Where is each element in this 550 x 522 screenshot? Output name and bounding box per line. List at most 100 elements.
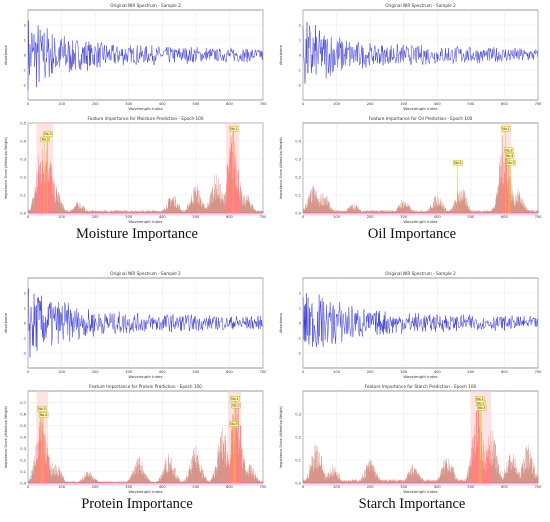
starch-spectrum-chart: Original NIR Spectrum - Sample 2 Waveleng… (279, 271, 543, 379)
x-tick-label: 400 (159, 485, 167, 489)
y-tick-label: 2 (299, 23, 301, 27)
y-tick-label: -1 (22, 68, 26, 72)
x-tick-label: 700 (535, 485, 543, 489)
x-axis-label: Wavelength Index (403, 489, 438, 494)
y-tick-label: 2 (24, 291, 26, 295)
x-tick-label: 300 (400, 370, 408, 374)
x-tick-label: 500 (467, 215, 475, 219)
annotation-box (477, 405, 487, 411)
x-tick-label: 400 (434, 215, 442, 219)
x-tick-label: 700 (260, 215, 268, 219)
x-tick-label: 300 (125, 215, 133, 219)
annotation-label: No.3 (38, 407, 45, 411)
y-tick-label: 0.3 (295, 157, 301, 161)
chart-title: Feature Importance for Protein Predictio… (89, 384, 202, 389)
x-tick-label: 0 (27, 215, 30, 219)
x-tick-label: 300 (400, 215, 408, 219)
annotation-label: No.3 (44, 132, 51, 136)
x-tick-label: 100 (333, 370, 341, 374)
x-tick-label: 700 (535, 215, 543, 219)
x-tick-label: 500 (467, 102, 475, 106)
annotation-label: No.2 (505, 148, 512, 152)
x-tick-label: 0 (27, 370, 30, 374)
y-tick-label: -1 (297, 336, 301, 340)
x-tick-label: 600 (226, 215, 234, 219)
x-axis-label: Wavelength Index (403, 106, 438, 111)
y-tick-label: 0.3 (295, 412, 301, 416)
moisture-caption: Moisture Importance (75, 226, 198, 242)
x-tick-label: 400 (434, 485, 442, 489)
x-tick-label: 700 (535, 102, 543, 106)
y-tick-label: 0.2 (20, 458, 26, 462)
annotation-label: No.4 (40, 413, 47, 417)
x-tick-label: 400 (159, 102, 167, 106)
y-tick-label: -2 (22, 351, 26, 355)
y-tick-label: 1 (24, 38, 26, 42)
x-tick-label: 600 (501, 370, 509, 374)
axis-band (303, 483, 538, 486)
y-tick-label: 0.5 (20, 424, 26, 428)
x-axis-label: Wavelength Index (403, 374, 438, 379)
x-tick-label: 0 (302, 485, 305, 489)
y-tick-label: 0.2 (295, 435, 301, 439)
y-tick-label: 2 (299, 291, 301, 295)
y-axis-label: Importance Score (Attention Weight) (4, 136, 8, 199)
x-axis-label: Wavelength Index (128, 489, 163, 494)
y-tick-label: 0 (24, 321, 27, 325)
chart-title: Original NIR Spectrum - Sample 2 (385, 271, 456, 276)
x-tick-label: 200 (367, 102, 375, 106)
x-tick-label: 200 (92, 370, 100, 374)
y-axis-label: Importance Score (Attention Weight) (4, 405, 8, 468)
x-tick-label: 0 (302, 370, 305, 374)
annotation-label: No.4 (506, 154, 513, 158)
x-tick-label: 100 (58, 102, 66, 106)
x-tick-label: 100 (333, 102, 341, 106)
y-tick-label: 0.4 (20, 139, 26, 143)
x-tick-label: 100 (333, 215, 341, 219)
x-tick-label: 500 (467, 370, 475, 374)
annotation-box (504, 153, 515, 159)
y-tick-label: 0.0 (295, 211, 301, 215)
spectrum-line (27, 288, 263, 358)
x-tick-label: 700 (535, 370, 543, 374)
moisture-importance-chart: Feature Importance for Moisture Predicti… (4, 116, 268, 224)
y-tick-label: -2 (22, 83, 26, 87)
y-tick-label: 0.3 (20, 447, 26, 451)
x-tick-label: 200 (367, 215, 375, 219)
annotation-label: No.5 (230, 422, 237, 426)
oil-caption: Oil Importance (367, 226, 457, 242)
axis-band (28, 213, 263, 216)
spectrum-line (302, 22, 538, 84)
chart-title: Original NIR Spectrum - Sample 2 (110, 3, 181, 8)
chart-title: Feature Importance for Oil Prediction - … (369, 116, 473, 121)
y-tick-label: -2 (297, 351, 301, 355)
y-tick-label: 0.6 (20, 412, 26, 416)
x-tick-label: 300 (125, 370, 133, 374)
x-tick-label: 300 (125, 102, 133, 106)
annotation-label: No.5 (454, 161, 461, 165)
y-tick-label: 0.0 (295, 481, 301, 485)
annotation-label: No.1 (476, 397, 483, 401)
x-tick-label: 500 (192, 485, 200, 489)
x-tick-label: 200 (367, 485, 375, 489)
chart-title: Original NIR Spectrum - Sample 2 (110, 271, 181, 276)
x-tick-label: 100 (58, 370, 66, 374)
x-tick-label: 600 (501, 215, 509, 219)
x-tick-label: 200 (92, 102, 100, 106)
annotation-box (43, 131, 53, 137)
annotation-label: No.2 (477, 401, 484, 405)
x-tick-label: 200 (92, 215, 100, 219)
x-tick-label: 600 (501, 102, 509, 106)
annotation-box (38, 412, 49, 418)
annotation-box (40, 136, 50, 143)
y-tick-label: 0 (24, 53, 27, 57)
y-tick-label: 0.1 (20, 193, 26, 197)
x-tick-label: 300 (400, 102, 408, 106)
y-tick-label: 0.1 (295, 193, 301, 197)
spectrum-line (27, 20, 263, 91)
protein-importance-chart: Feature Importance for Protein Predictio… (4, 384, 267, 494)
y-tick-label: 0 (299, 53, 302, 57)
annotation-label: No.1 (230, 127, 237, 131)
annotation-box (506, 160, 516, 166)
x-tick-label: 200 (367, 370, 375, 374)
